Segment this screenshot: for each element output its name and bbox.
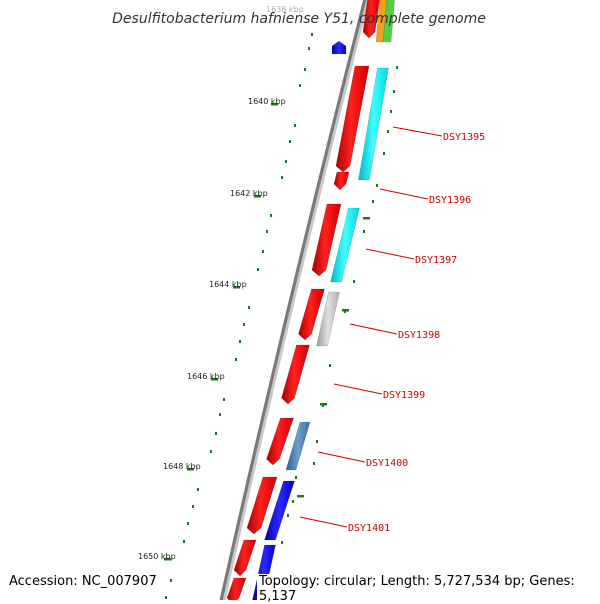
ruler-dot [192, 505, 194, 508]
gene-arrow-dsy1400[interactable] [266, 417, 294, 466]
leader-line-dsy1398 [349, 323, 398, 335]
ruler-dot [287, 514, 289, 517]
ruler-label-1646: 1646 kbp [187, 372, 225, 381]
gene-label-dsy1398[interactable]: DSY1398 [398, 330, 440, 341]
ruler-dot [294, 124, 296, 127]
gene-label-dsy1401[interactable]: DSY1401 [348, 523, 390, 534]
leader-line-dsy1401 [299, 516, 348, 528]
ruler-dot [289, 140, 291, 143]
ruler-dot [390, 110, 392, 113]
accession-text: Accession: NC_007907 [9, 574, 157, 589]
ruler-dot [165, 596, 167, 599]
ruler-label-1644: 1644 kbp [209, 280, 247, 289]
ruler-dot [170, 579, 172, 582]
ruler-dot [223, 398, 225, 401]
gene-label-dsy1397[interactable]: DSY1397 [415, 255, 457, 266]
ruler-major-tick [297, 495, 304, 498]
ruler-major-tick [187, 468, 194, 471]
gene-bar-dsy1395[interactable] [358, 67, 389, 181]
gene-bar-dsy1401[interactable] [264, 480, 295, 541]
gene-arrow[interactable] [362, 0, 380, 39]
gene-bar-dsy1398[interactable] [316, 291, 340, 347]
ruler-dot [311, 33, 313, 36]
leader-line-dsy1399 [333, 383, 383, 395]
ruler-dot [285, 160, 287, 163]
ruler-dot [219, 413, 221, 416]
gene-bar-dsy1400[interactable] [285, 421, 311, 471]
ruler-dot [243, 323, 245, 326]
gene-arrow-dsy1399[interactable] [281, 344, 310, 405]
ruler-dot [295, 476, 297, 479]
ruler-dot [372, 200, 374, 203]
gene-bar-dsy1397[interactable] [330, 207, 360, 283]
gene-arrow[interactable] [226, 577, 247, 600]
ruler-major-tick [164, 558, 171, 561]
ruler-dot [248, 306, 250, 309]
ruler-label-1638: 1638 kbp [266, 5, 304, 14]
ruler-dot [187, 522, 189, 525]
gene-arrow-dsy1395[interactable] [335, 65, 370, 173]
ruler-dot [353, 280, 355, 283]
gene-arrow-dsy1401[interactable] [246, 476, 278, 535]
ruler-dot [376, 184, 378, 187]
ruler-dot [292, 500, 294, 503]
leader-line-dsy1397 [365, 248, 415, 260]
ruler-dot [329, 364, 331, 367]
ruler-dot [393, 90, 395, 93]
ruler-dot [270, 214, 272, 217]
ruler-dot [257, 268, 259, 271]
gene-bar-green[interactable] [382, 0, 395, 43]
gene-label-dsy1395[interactable]: DSY1395 [443, 132, 485, 143]
ruler-dot [316, 440, 318, 443]
genome-title: Desulfitobacterium hafniense Y51, comple… [112, 11, 486, 27]
ruler-label-1648: 1648 kbp [163, 462, 201, 471]
ruler-dot [387, 130, 389, 133]
ruler-dot [396, 66, 398, 69]
ruler-dot [313, 462, 315, 465]
leader-line-dsy1400 [317, 451, 366, 463]
ruler-dot [183, 540, 185, 543]
genome-backbone [219, 0, 367, 600]
ruler-dot [281, 176, 283, 179]
ruler-dot [299, 84, 301, 87]
ruler-major-tick [363, 217, 370, 220]
ruler-dot [210, 450, 212, 453]
gene-label-dsy1396[interactable]: DSY1396 [429, 195, 471, 206]
gene-arrow-dsy1396[interactable] [333, 171, 350, 191]
ruler-label-1640: 1640 kbp [248, 97, 286, 106]
gene-label-dsy1400[interactable]: DSY1400 [366, 458, 408, 469]
ruler-label-1650: 1650 kbp [138, 552, 176, 561]
ruler-label-1642: 1642 kbp [230, 189, 268, 198]
leader-line-dsy1395 [392, 126, 443, 137]
leader-line-dsy1396 [379, 188, 429, 200]
ruler-dot [383, 152, 385, 155]
gene-label-dsy1399[interactable]: DSY1399 [383, 390, 425, 401]
ruler-dot [308, 47, 310, 50]
ruler-dot [262, 250, 264, 253]
ruler-major-tick [254, 195, 261, 198]
gene-arrow-dsy1397[interactable] [311, 203, 342, 277]
gene-arrow[interactable] [233, 539, 257, 577]
ruler-dot [215, 432, 217, 435]
ruler-major-tick [211, 378, 218, 381]
ruler-major-tick [342, 309, 349, 312]
gene-arrow-dsy1398[interactable] [298, 288, 325, 341]
backbone-shadow [222, 0, 370, 600]
ruler-dot [197, 488, 199, 491]
blue-marker[interactable] [332, 41, 346, 54]
ruler-dot [281, 541, 283, 544]
ruler-dot [239, 340, 241, 343]
ruler-dot [235, 358, 237, 361]
ruler-dot [266, 230, 268, 233]
ruler-major-tick [271, 103, 278, 106]
ruler-dot [363, 230, 365, 233]
ruler-major-tick [320, 403, 327, 406]
ruler-major-tick [233, 286, 240, 289]
ruler-dot [304, 68, 306, 71]
